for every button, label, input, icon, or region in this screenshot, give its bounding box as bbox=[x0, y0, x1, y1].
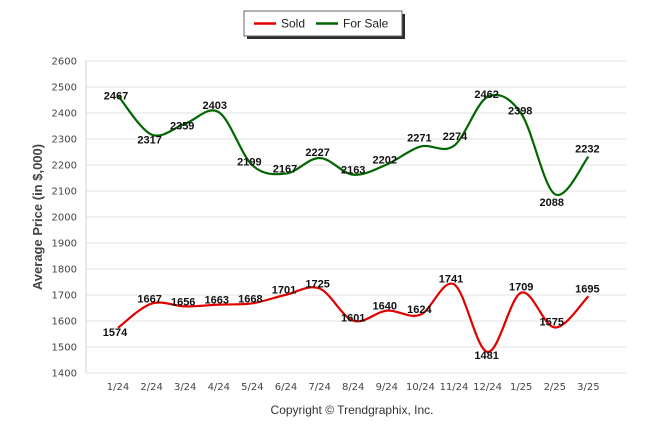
for-sale-data-label: 2227 bbox=[305, 147, 329, 159]
sold-data-label: 1668 bbox=[238, 293, 262, 305]
x-tick-label: 3/25 bbox=[577, 382, 599, 393]
sold-data-label: 1575 bbox=[540, 317, 564, 329]
sold-series-line bbox=[117, 282, 590, 354]
legend-sold-label: Sold bbox=[281, 17, 305, 31]
y-tick-label: 2100 bbox=[52, 187, 77, 198]
sold-data-label: 1574 bbox=[103, 327, 128, 339]
for-sale-series-line bbox=[117, 93, 590, 196]
x-tick-label: 6/24 bbox=[275, 382, 297, 393]
sold-data-label: 1695 bbox=[575, 283, 599, 295]
for-sale-data-label: 2317 bbox=[137, 135, 161, 147]
y-tick-label: 2200 bbox=[52, 161, 77, 172]
y-tick-label: 2600 bbox=[52, 57, 77, 68]
for-sale-data-label: 2167 bbox=[273, 164, 297, 176]
sold-data-label: 1601 bbox=[341, 313, 365, 325]
x-tick-label: 12/24 bbox=[473, 382, 502, 393]
x-tick-label: 4/24 bbox=[208, 382, 230, 393]
for-sale-data-label: 2403 bbox=[203, 100, 227, 112]
for-sale-data-label: 2359 bbox=[170, 121, 194, 133]
copyright-text: Copyright © Trendgraphix, Inc. bbox=[271, 403, 434, 417]
y-tick-label: 2400 bbox=[52, 109, 77, 120]
sold-data-label: 1667 bbox=[137, 294, 161, 306]
x-tick-label: 1/24 bbox=[107, 382, 129, 393]
grid-layer bbox=[86, 60, 626, 374]
sold-data-label: 1709 bbox=[509, 282, 533, 294]
sold-data-label: 1741 bbox=[439, 273, 463, 285]
for-sale-data-label: 2398 bbox=[508, 106, 532, 118]
for-sale-data-label: 2199 bbox=[237, 156, 261, 168]
y-tick-label: 1700 bbox=[52, 291, 77, 302]
for-sale-data-label: 2202 bbox=[373, 154, 397, 166]
x-tick-label: 5/24 bbox=[241, 382, 263, 393]
x-tick-label: 8/24 bbox=[342, 382, 364, 393]
legend-for-sale-label: For Sale bbox=[343, 17, 389, 31]
legend: Sold For Sale bbox=[243, 10, 405, 39]
axis-layer: 1400 1500 1600 1700 1800 1900 2000 2100 2200 2300… bbox=[52, 57, 600, 394]
for-sale-data-label: 2163 bbox=[341, 165, 365, 177]
x-tick-label: 10/24 bbox=[406, 382, 435, 393]
label-layer: 1574 1667 1656 1663 1668 1701 1725 1601 1640 1624… bbox=[103, 89, 600, 362]
x-tick-label: 11/24 bbox=[440, 382, 469, 393]
for-sale-data-label: 2467 bbox=[104, 91, 128, 103]
sold-data-label: 1701 bbox=[272, 285, 296, 297]
y-tick-label: 1500 bbox=[52, 343, 77, 354]
sold-data-label: 1624 bbox=[407, 304, 432, 316]
x-tick-label: 2/24 bbox=[140, 382, 162, 393]
for-sale-data-label: 2088 bbox=[540, 197, 564, 209]
y-tick-label: 1400 bbox=[52, 369, 77, 380]
x-tick-label: 9/24 bbox=[376, 382, 398, 393]
series-layer bbox=[117, 93, 590, 354]
y-tick-label: 1900 bbox=[52, 239, 77, 250]
sold-data-label: 1481 bbox=[474, 350, 498, 362]
x-tick-label: 2/25 bbox=[544, 382, 566, 393]
sold-data-label: 1725 bbox=[305, 279, 329, 291]
x-tick-label: 7/24 bbox=[308, 382, 330, 393]
x-tick-label: 3/24 bbox=[174, 382, 196, 393]
y-tick-label: 2300 bbox=[52, 135, 77, 146]
sold-data-label: 1663 bbox=[205, 295, 229, 307]
y-axis-title: Average Price (in $,000) bbox=[30, 144, 45, 290]
y-tick-label: 1800 bbox=[52, 265, 77, 276]
y-tick-label: 2500 bbox=[52, 83, 77, 94]
y-tick-label: 1600 bbox=[52, 317, 77, 328]
for-sale-data-label: 2271 bbox=[407, 133, 431, 145]
for-sale-data-label: 2274 bbox=[443, 131, 468, 143]
x-tick-label: 1/25 bbox=[510, 382, 532, 393]
for-sale-data-label: 2232 bbox=[575, 144, 599, 156]
sold-data-label: 1656 bbox=[171, 296, 195, 308]
sold-data-label: 1640 bbox=[373, 301, 397, 313]
y-tick-label: 2000 bbox=[52, 213, 77, 224]
for-sale-data-label: 2462 bbox=[474, 89, 498, 101]
